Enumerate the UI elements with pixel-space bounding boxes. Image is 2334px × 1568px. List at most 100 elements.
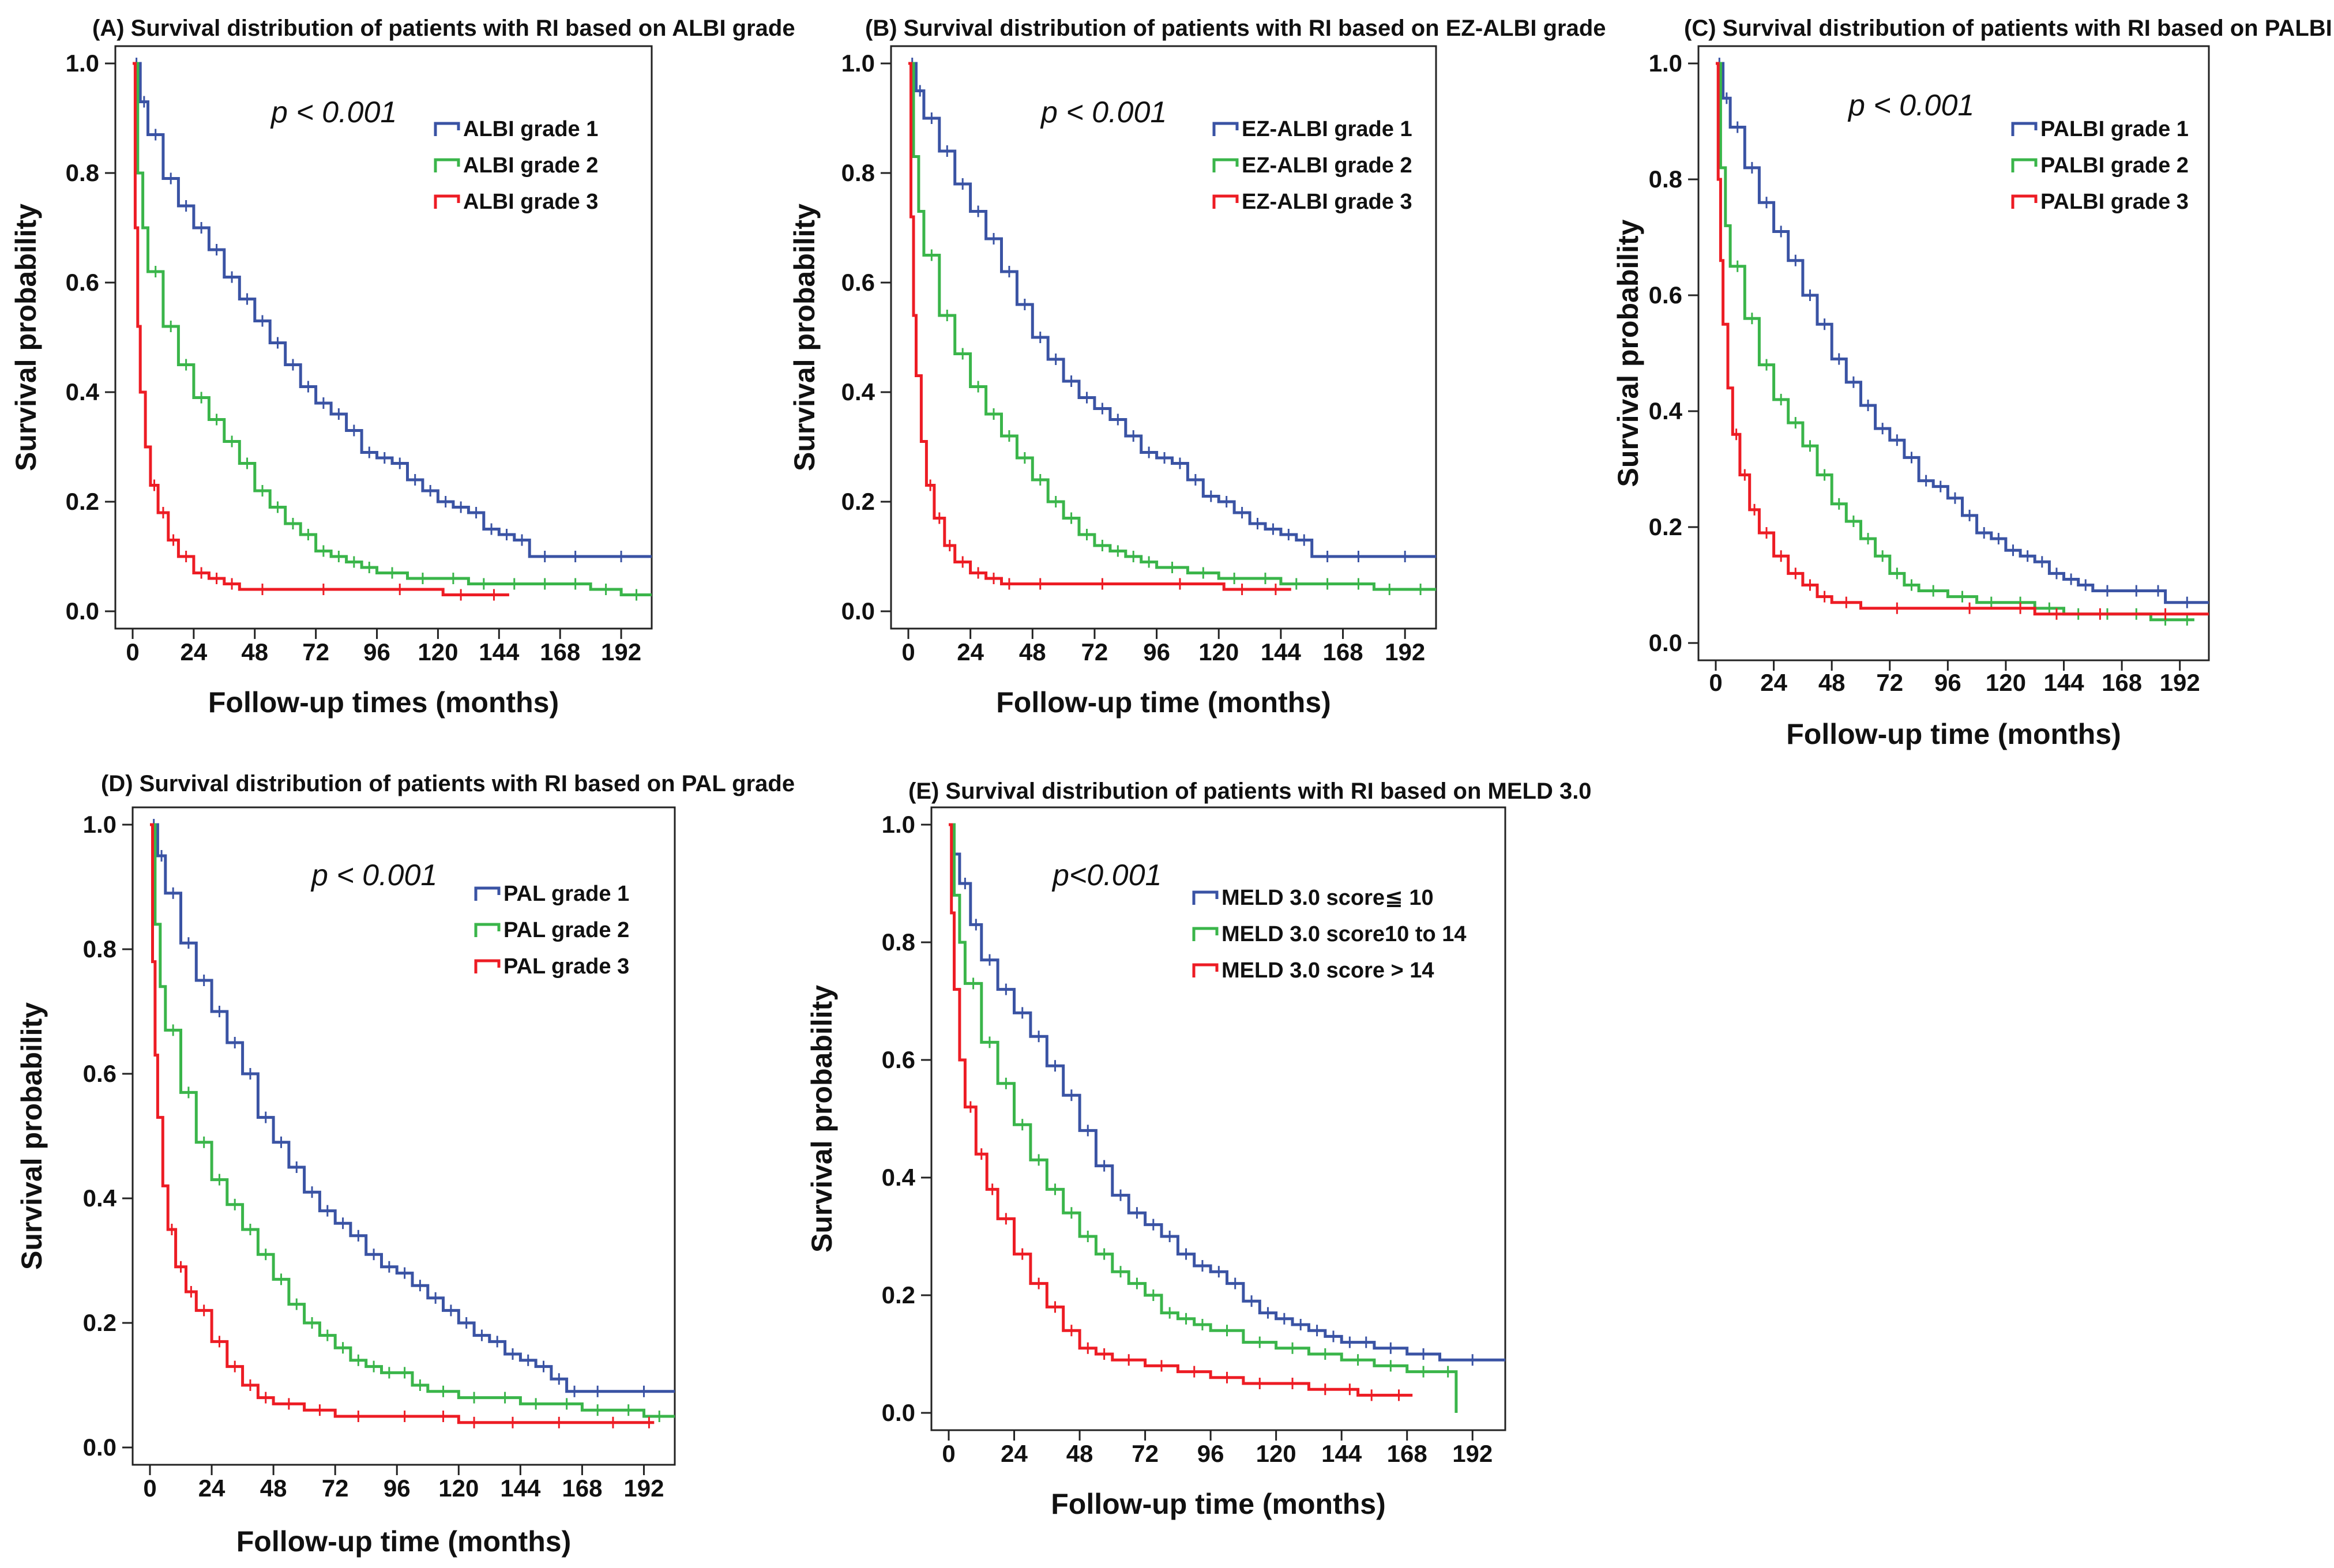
- legend-swatch: [474, 886, 501, 901]
- x-tick-label: 144: [1321, 1440, 1362, 1467]
- x-tick-label: 96: [363, 638, 390, 665]
- y-tick-label: 0.6: [882, 1046, 915, 1073]
- y-tick-label: 0.0: [66, 597, 99, 625]
- x-tick-label: 0: [1709, 669, 1722, 696]
- y-tick-label: 0.6: [66, 269, 99, 296]
- legend-label: ALBI grade 3: [463, 190, 598, 214]
- y-tick-label: 0.8: [1649, 166, 1682, 193]
- y-tick-label: 1.0: [1649, 50, 1682, 77]
- p-value-annotation: p < 0.001: [1040, 96, 1167, 129]
- y-tick-label: 0.8: [83, 935, 116, 962]
- survival-curve: [1716, 62, 2194, 622]
- legend-swatch: [1192, 963, 1219, 977]
- series-3: [1716, 62, 2209, 620]
- legend-label: PAL grade 3: [503, 954, 629, 979]
- plot-frame: [1697, 45, 2210, 661]
- x-tick-label: 144: [2043, 669, 2084, 696]
- chart-panel-d: (D) Survival distribution of patients wi…: [16, 771, 795, 1558]
- legend-label: ALBI grade 2: [463, 153, 598, 178]
- x-axis-label: Follow-up time (months): [1051, 1488, 1385, 1520]
- p-value-annotation: p < 0.001: [1847, 89, 1974, 122]
- survival-curve: [150, 823, 655, 1424]
- survival-curve: [949, 823, 1505, 1362]
- x-tick-label: 192: [601, 638, 641, 665]
- x-tick-label: 48: [1818, 669, 1846, 696]
- legend: ALBI grade 1 ALBI grade 2 ALBI grade 3: [434, 117, 598, 214]
- legend: PALBI grade 1 PALBI grade 2 PALBI grade 3: [2011, 117, 2189, 214]
- legend-label: ALBI grade 1: [463, 117, 598, 141]
- x-axis-label: Follow-up time (months): [236, 1525, 571, 1558]
- x-tick-label: 72: [1132, 1440, 1159, 1467]
- x-tick-label: 120: [438, 1475, 479, 1502]
- survival-curve: [908, 62, 1436, 591]
- x-tick-label: 96: [1934, 669, 1961, 696]
- x-tick-label: 72: [1081, 638, 1108, 665]
- legend-swatch: [2011, 194, 2038, 209]
- survival-curve: [1716, 62, 2209, 616]
- survival-curve: [133, 62, 509, 596]
- legend-label: MELD 3.0 score > 14: [1222, 958, 1434, 983]
- legend-label: EZ-ALBI grade 2: [1242, 153, 1412, 178]
- legend-swatch: [1212, 158, 1239, 172]
- y-tick-label: 0.4: [66, 378, 100, 405]
- y-tick-label: 0.0: [841, 597, 875, 625]
- x-tick-label: 48: [1019, 638, 1046, 665]
- y-tick-label: 0.4: [841, 378, 875, 405]
- x-tick-label: 24: [181, 638, 208, 665]
- y-tick-label: 0.4: [882, 1164, 916, 1191]
- y-axis-label: Survival probability: [806, 985, 838, 1253]
- x-tick-label: 144: [479, 638, 520, 665]
- x-tick-label: 168: [1322, 638, 1363, 665]
- legend-swatch: [434, 194, 460, 209]
- plot-frame: [890, 45, 1437, 630]
- y-tick-label: 0.2: [841, 488, 875, 515]
- y-tick-label: 0.2: [83, 1309, 116, 1336]
- chart-panel-c: (C) Survival distribution of patients wi…: [1612, 16, 2334, 750]
- legend-swatch: [1212, 194, 1239, 209]
- legend-label: PAL grade 1: [503, 882, 629, 906]
- legend-label: PALBI grade 3: [2040, 190, 2189, 214]
- x-axis-label: Follow-up times (months): [208, 686, 559, 719]
- y-tick-label: 0.4: [83, 1185, 117, 1212]
- y-tick-label: 0.2: [1649, 513, 1682, 540]
- y-tick-label: 0.0: [83, 1434, 116, 1461]
- x-tick-label: 168: [2102, 669, 2142, 696]
- x-tick-label: 192: [623, 1475, 664, 1502]
- x-tick-label: 96: [1197, 1440, 1224, 1467]
- legend-swatch: [1192, 890, 1219, 905]
- legend: EZ-ALBI grade 1 EZ-ALBI grade 2 EZ-ALBI gr…: [1212, 117, 1412, 214]
- survival-curve: [133, 62, 652, 596]
- legend-swatch: [2011, 158, 2038, 172]
- x-tick-label: 48: [1066, 1440, 1093, 1467]
- legend-label: EZ-ALBI grade 3: [1242, 190, 1412, 214]
- p-value-annotation: p<0.001: [1051, 859, 1162, 892]
- y-tick-label: 0.6: [83, 1060, 116, 1087]
- legend-label: MELD 3.0 score≦ 10: [1222, 886, 1434, 910]
- y-tick-label: 0.8: [841, 159, 875, 186]
- series-3: [150, 823, 655, 1428]
- panel-title: (B) Survival distribution of patients wi…: [865, 16, 1606, 41]
- legend-swatch: [1212, 122, 1239, 136]
- legend-label: MELD 3.0 score10 to 14: [1222, 922, 1467, 946]
- x-axis-label: Follow-up time (months): [1786, 718, 2121, 750]
- series-3: [133, 62, 509, 601]
- series-2: [1716, 62, 2194, 626]
- chart-panel-e: (E) Survival distribution of patients wi…: [806, 779, 1592, 1520]
- plot-frame: [930, 806, 1506, 1431]
- legend-swatch: [474, 923, 501, 937]
- x-tick-label: 168: [540, 638, 580, 665]
- survival-curve: [150, 823, 675, 1393]
- x-tick-label: 0: [942, 1440, 955, 1467]
- x-tick-label: 192: [1452, 1440, 1493, 1467]
- y-tick-label: 1.0: [882, 811, 915, 838]
- x-tick-label: 144: [1261, 638, 1302, 665]
- x-tick-label: 24: [957, 638, 984, 665]
- y-tick-label: 1.0: [66, 50, 99, 77]
- x-tick-label: 168: [1387, 1440, 1427, 1467]
- y-tick-label: 0.8: [66, 159, 99, 186]
- legend-label: PALBI grade 1: [2040, 117, 2189, 141]
- legend-label: PALBI grade 2: [2040, 153, 2189, 178]
- series-1: [908, 58, 1436, 562]
- x-tick-label: 192: [2160, 669, 2200, 696]
- x-tick-label: 0: [143, 1475, 156, 1502]
